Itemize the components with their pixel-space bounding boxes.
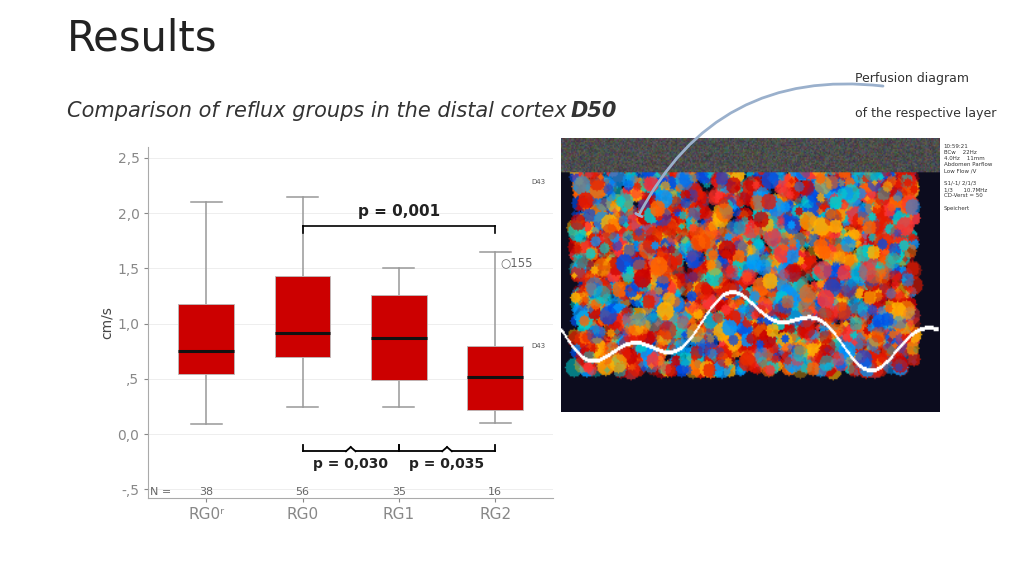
Text: p = 0,001: p = 0,001 <box>357 204 440 219</box>
Text: Results: Results <box>67 17 217 59</box>
Text: D50.: D50. <box>795 528 840 546</box>
Text: 35: 35 <box>392 487 406 497</box>
Text: ○155: ○155 <box>500 256 532 270</box>
Y-axis label: cm/s: cm/s <box>99 306 114 339</box>
Text: 56: 56 <box>296 487 309 497</box>
Bar <box>178 304 234 374</box>
Text: 10:59:21
BCw    22Hz
4.0Hz    11mm
Abdomen Parflow
Low Flow /V

S1/-1/ 2/1/3
1/3: 10:59:21 BCw 22Hz 4.0Hz 11mm Abdomen Par… <box>944 144 992 211</box>
Text: D50: D50 <box>570 101 616 121</box>
Text: p = 0,035: p = 0,035 <box>410 457 484 471</box>
Text: D43: D43 <box>531 343 546 350</box>
Text: 38: 38 <box>200 487 213 497</box>
Text: perfusion intensity in the: perfusion intensity in the <box>580 500 799 518</box>
Bar <box>467 346 523 410</box>
Text: D43: D43 <box>531 179 546 185</box>
Bar <box>274 276 331 357</box>
Text: The higher the reflux: The higher the reflux <box>580 443 764 461</box>
Text: of the respective layer: of the respective layer <box>855 107 996 120</box>
Text: Perfusion diagram: Perfusion diagram <box>855 72 969 85</box>
Text: p = 0,030: p = 0,030 <box>313 457 388 471</box>
Bar <box>371 295 427 380</box>
Text: Comparison of reflux groups in the distal cortex: Comparison of reflux groups in the dista… <box>67 101 573 121</box>
Text: N =: N = <box>151 487 172 497</box>
Text: 16: 16 <box>488 487 502 497</box>
Text: peripheral cortex: peripheral cortex <box>580 528 736 546</box>
Text: grade, the lower is the: grade, the lower is the <box>580 471 778 489</box>
